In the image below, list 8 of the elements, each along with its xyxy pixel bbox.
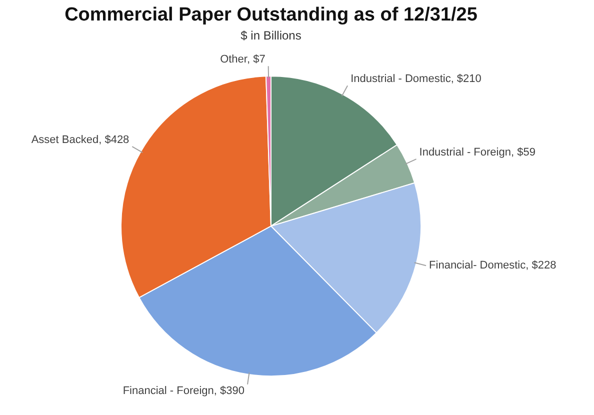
slice-label: Financial - Foreign, $390 bbox=[122, 384, 245, 397]
slice-label: Financial- Domestic, $228 bbox=[429, 260, 556, 272]
slice-label: Industrial - Foreign, $59 bbox=[419, 146, 536, 159]
slice-label: Other, $7 bbox=[220, 54, 266, 66]
slice-label: Asset Backed, $428 bbox=[31, 134, 130, 146]
slice-label: Industrial - Domestic, $210 bbox=[350, 73, 482, 86]
chart-subtitle: $ in Billions bbox=[240, 28, 302, 42]
chart-title: Commercial Paper Outstanding as of 12/31/25 bbox=[64, 4, 478, 26]
